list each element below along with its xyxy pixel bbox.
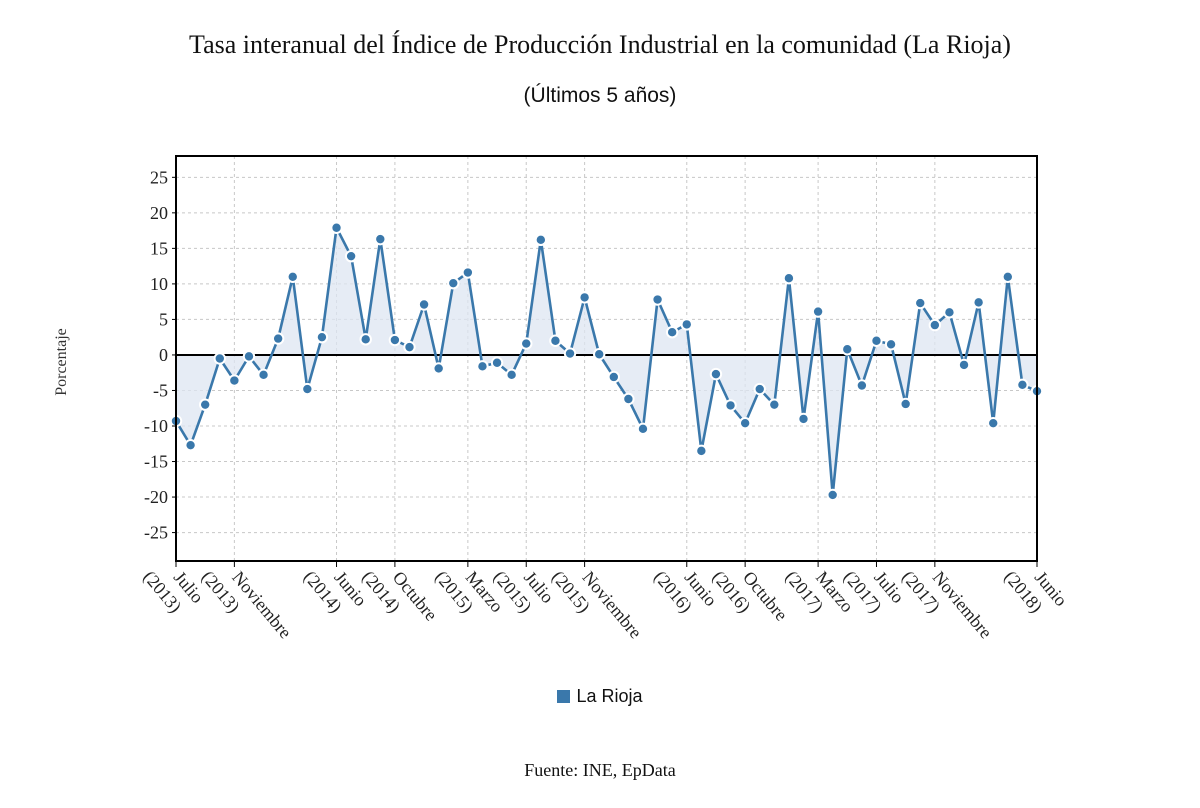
data-point[interactable] (724, 399, 737, 412)
y-tick-label: 25 (150, 167, 168, 187)
data-point[interactable] (914, 296, 927, 310)
data-point[interactable] (242, 350, 256, 363)
x-tick-label: Junio(2014) (299, 567, 371, 617)
data-point[interactable] (213, 352, 226, 365)
x-tick-label: Marzo(2017) (781, 567, 858, 617)
data-point[interactable] (855, 379, 869, 392)
data-point[interactable] (315, 330, 329, 344)
data-point[interactable] (607, 370, 620, 384)
data-point[interactable] (709, 367, 723, 381)
data-point[interactable] (943, 306, 956, 319)
y-tick-label: -25 (144, 523, 168, 543)
y-tick-labels: 25 20 15 10 5 0 -5 -10 -15 -20 -25 (144, 167, 176, 543)
data-point[interactable] (490, 356, 504, 369)
data-point[interactable] (476, 360, 489, 373)
data-point[interactable] (578, 291, 591, 304)
legend[interactable]: La Rioja (0, 686, 1200, 707)
data-point[interactable] (768, 398, 781, 411)
data-point[interactable] (549, 334, 562, 347)
data-point[interactable] (695, 444, 708, 458)
chart-title: Tasa interanual del Índice de Producción… (189, 30, 1011, 59)
y-tick-label: -10 (144, 416, 168, 436)
y-tick-label: 15 (150, 238, 168, 258)
x-tick-label: Julio(2017) (839, 567, 908, 617)
x-tick-labels: Julio(2013) Noviembre(2013) Junio(2014) Oct… (139, 561, 1072, 642)
data-point[interactable] (330, 221, 343, 234)
legend-swatch (557, 690, 571, 703)
data-point[interactable] (680, 318, 693, 331)
series-line-la-rioja (174, 226, 1038, 497)
data-point[interactable] (665, 326, 679, 339)
data-point[interactable] (344, 249, 358, 263)
data-point[interactable] (870, 334, 883, 347)
x-tick-label: Noviembre(2013) (197, 567, 296, 642)
data-point[interactable] (841, 343, 854, 356)
data-point[interactable] (228, 374, 241, 387)
data-point[interactable] (987, 416, 1000, 430)
data-point[interactable] (301, 382, 314, 396)
data-point[interactable] (1001, 270, 1015, 283)
data-point[interactable] (257, 368, 270, 382)
data-point[interactable] (286, 270, 299, 283)
y-tick-label: -20 (144, 487, 168, 507)
data-point[interactable] (957, 358, 971, 372)
data-point[interactable] (417, 298, 431, 311)
x-tick-label: Noviembre(2017) (897, 567, 996, 642)
x-tick-label: Junio(2016) (649, 567, 721, 617)
x-tick-label: Julio(2015) (489, 567, 558, 617)
data-point[interactable] (520, 337, 533, 350)
data-point[interactable] (505, 368, 518, 382)
data-point[interactable] (403, 340, 416, 354)
data-point[interactable] (563, 347, 577, 360)
data-point[interactable] (797, 412, 810, 426)
data-point[interactable] (899, 397, 912, 411)
data-point[interactable] (271, 332, 285, 345)
source-note: Fuente: INE, EpData (524, 760, 676, 780)
x-tick-label: Julio(2013) (139, 567, 208, 617)
legend-label: La Rioja (576, 686, 643, 706)
data-point[interactable] (622, 392, 635, 406)
y-tick-label: 0 (159, 345, 168, 365)
data-point[interactable] (184, 438, 197, 452)
data-point[interactable] (388, 333, 402, 347)
chart-subtitle: (Últimos 5 años) (523, 84, 677, 107)
data-point[interactable] (884, 338, 898, 351)
data-point[interactable] (432, 362, 445, 375)
data-point[interactable] (826, 488, 839, 502)
data-point[interactable] (738, 416, 752, 430)
data-point[interactable] (782, 272, 796, 285)
y-tick-label: -15 (144, 452, 168, 472)
x-tick-label: Marzo(2015) (430, 567, 507, 617)
data-point[interactable] (651, 293, 664, 306)
data-points (169, 221, 1044, 502)
area-fill (176, 227, 1037, 495)
x-tick-label: Junio(2018) (1000, 567, 1072, 617)
data-point[interactable] (1016, 378, 1029, 391)
x-tick-label: Noviembre(2015) (547, 567, 646, 642)
data-point[interactable] (972, 296, 985, 309)
data-point[interactable] (753, 382, 766, 396)
data-point[interactable] (593, 348, 606, 361)
data-point[interactable] (811, 305, 825, 318)
data-point[interactable] (447, 276, 460, 290)
y-tick-label: 5 (159, 309, 168, 329)
data-point[interactable] (359, 333, 372, 346)
data-point[interactable] (374, 232, 387, 246)
data-point[interactable] (198, 398, 212, 411)
data-point[interactable] (534, 233, 548, 247)
y-tick-label: 20 (150, 203, 168, 223)
plot-frame (175, 155, 1038, 562)
data-point[interactable] (636, 422, 650, 436)
y-tick-label: -5 (153, 380, 168, 400)
data-point[interactable] (461, 266, 475, 279)
y-tick-label: 10 (150, 274, 168, 294)
data-point[interactable] (928, 318, 942, 332)
